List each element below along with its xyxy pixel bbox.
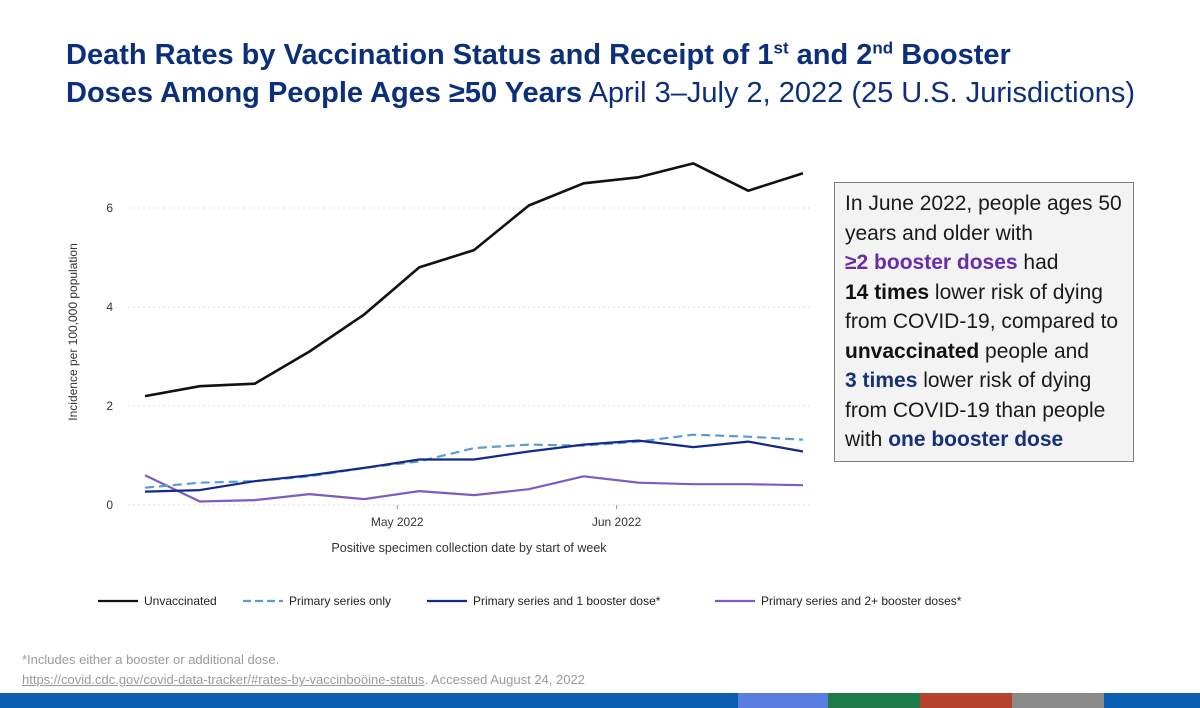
bottom-bar-segment bbox=[738, 693, 828, 708]
x-tick-label: May 2022 bbox=[371, 515, 424, 529]
y-tick-label: 6 bbox=[106, 201, 113, 215]
x-axis-label: Positive specimen collection date by sta… bbox=[331, 541, 607, 555]
legend-label: Unvaccinated bbox=[144, 594, 217, 608]
y-tick-label: 2 bbox=[106, 399, 113, 413]
series-line-primary-series-and-2-booster-doses bbox=[144, 474, 804, 503]
title-line1-b: and 2 bbox=[788, 39, 873, 71]
callout-one-booster: one booster dose bbox=[888, 428, 1064, 451]
callout-box: In June 2022, people ages 50 years and o… bbox=[834, 182, 1134, 462]
callout-text-5: lower risk of dying from COVID-19, compa… bbox=[845, 280, 1119, 334]
bottom-bar-segment bbox=[828, 693, 920, 708]
bottom-bar-segment bbox=[920, 693, 1012, 708]
title-line1-c: Booster bbox=[893, 39, 1011, 71]
y-tick-label: 0 bbox=[106, 498, 113, 512]
footnote-accessed: . Accessed August 24, 2022 bbox=[424, 672, 585, 687]
callout-text-3: had bbox=[1017, 251, 1059, 274]
legend-label: Primary series only bbox=[289, 594, 391, 608]
callout-14-times: 14 times bbox=[845, 280, 930, 304]
series-line-primary-series-and-1-booster-dose bbox=[144, 439, 804, 493]
bottom-bar-segment bbox=[1012, 693, 1104, 708]
y-tick-label: 4 bbox=[106, 300, 113, 314]
callout-text-9: lower risk of dying from COVID-19 than p… bbox=[845, 369, 1106, 451]
callout-unvaccinated: unvaccinated bbox=[845, 339, 980, 363]
callout-3-times: 3 times bbox=[845, 369, 918, 392]
x-tick-label: Jun 2022 bbox=[592, 515, 642, 529]
title-sup-nd: nd bbox=[872, 38, 894, 58]
footnote: *Includes either a booster or additional… bbox=[22, 650, 585, 690]
title-subtitle: April 3–July 2, 2022 (25 U.S. Jurisdicti… bbox=[582, 77, 1135, 109]
legend-label: Primary series and 1 booster dose* bbox=[473, 594, 661, 608]
source-link[interactable]: https://covid.cdc.gov/covid-data-tracker… bbox=[22, 672, 425, 687]
callout-two-boosters: ≥2 booster doses bbox=[845, 251, 1018, 274]
slide-title: Death Rates by Vaccination Status and Re… bbox=[66, 36, 1166, 112]
callout-text-1: In June 2022, people ages 50 years and o… bbox=[845, 192, 1122, 245]
series-line-unvaccinated bbox=[144, 162, 804, 398]
title-line1-a: Death Rates by Vaccination Status and Re… bbox=[66, 39, 774, 71]
title-sup-st: st bbox=[773, 38, 789, 58]
title-line2: Doses Among People Ages ≥50 Years bbox=[66, 77, 583, 109]
callout-text-7: people and bbox=[979, 339, 1089, 363]
legend-label: Primary series and 2+ booster doses* bbox=[761, 594, 962, 608]
y-axis-label: Incidence per 100,000 population bbox=[66, 243, 80, 420]
series-line-primary-series-only bbox=[144, 433, 804, 489]
footnote-note: *Includes either a booster or additional… bbox=[22, 652, 280, 667]
